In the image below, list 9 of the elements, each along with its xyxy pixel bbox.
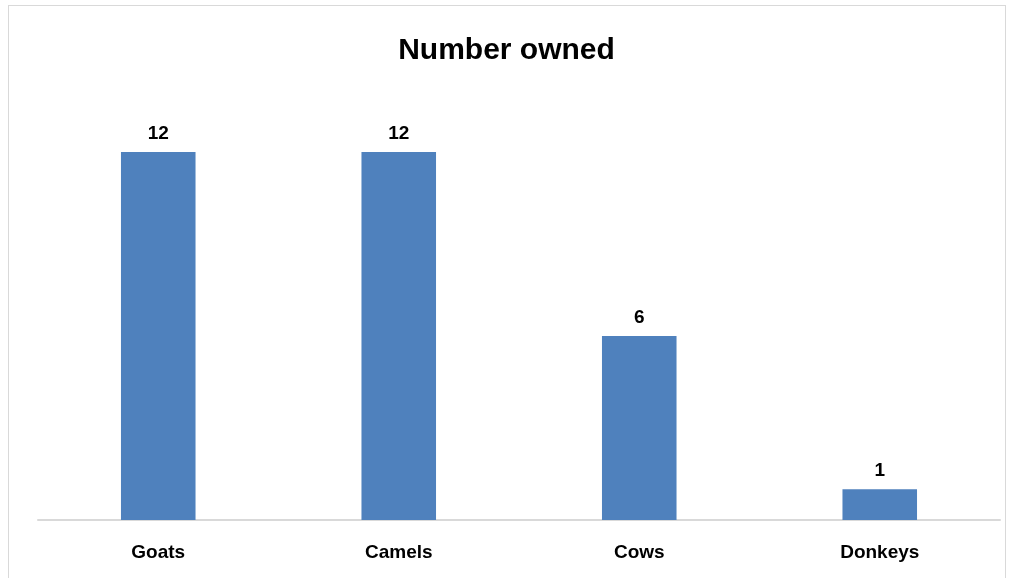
x-tick-label: Camels [364,541,433,562]
data-label: 12 [147,122,169,143]
data-label: 1 [874,459,886,481]
data-label: 12 [388,122,410,143]
x-tick-label: Donkeys [840,541,920,562]
x-tick-label: Cows [613,541,665,562]
chart-title: Number owned [398,31,615,65]
x-tick-label: Goats [131,541,186,562]
data-label: 6 [633,306,645,327]
